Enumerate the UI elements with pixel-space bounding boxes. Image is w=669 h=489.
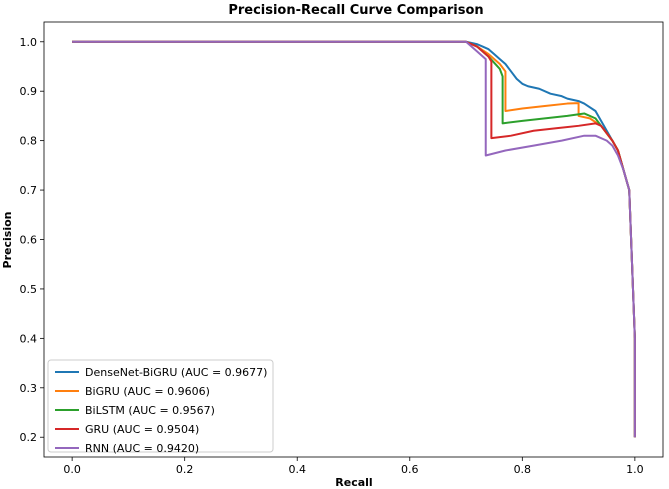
legend-label-3: GRU (AUC = 0.9504) [85,423,199,436]
y-tick-label: 1.0 [20,36,38,49]
legend-entries: DenseNet-BiGRU (AUC = 0.9677) BiGRU (AUC … [55,366,267,455]
y-tick-label: 0.6 [20,234,38,247]
y-tick-label: 0.8 [20,135,38,148]
x-tick-label: 1.0 [626,463,644,476]
series-layer [72,40,636,438]
y-tick-label: 0.5 [20,283,38,296]
legend-label-2: BiLSTM (AUC = 0.9567) [85,404,215,417]
x-tick-label: 0.2 [176,463,194,476]
legend-label-0: DenseNet-BiGRU (AUC = 0.9677) [85,366,267,379]
y-axis-label: Precision [1,212,14,269]
legend-label-1: BiGRU (AUC = 0.9606) [85,385,210,398]
y-axis-ticks: 0.2 0.3 0.4 0.5 0.6 0.7 0.8 0.9 1.0 [20,36,44,444]
y-tick-label: 0.2 [20,431,38,444]
legend-box [47,359,274,453]
y-tick-label: 0.7 [20,184,38,197]
series-line-4 [72,40,636,438]
chart-title: Precision-Recall Curve Comparison [228,3,483,18]
x-tick-label: 0.8 [514,463,532,476]
y-tick-label: 0.3 [20,382,38,395]
x-tick-label: 0.4 [288,463,306,476]
y-tick-label: 0.4 [20,332,38,345]
x-tick-label: 0.6 [401,463,419,476]
legend: DenseNet-BiGRU (AUC = 0.9677) BiGRU (AUC … [47,359,274,455]
x-axis-ticks: 0.0 0.2 0.4 0.6 0.8 1.0 [63,457,644,476]
legend-label-4: RNN (AUC = 0.9420) [85,442,199,455]
x-axis-label: Recall [335,476,372,489]
y-tick-label: 0.9 [20,85,38,98]
x-tick-label: 0.0 [63,463,81,476]
